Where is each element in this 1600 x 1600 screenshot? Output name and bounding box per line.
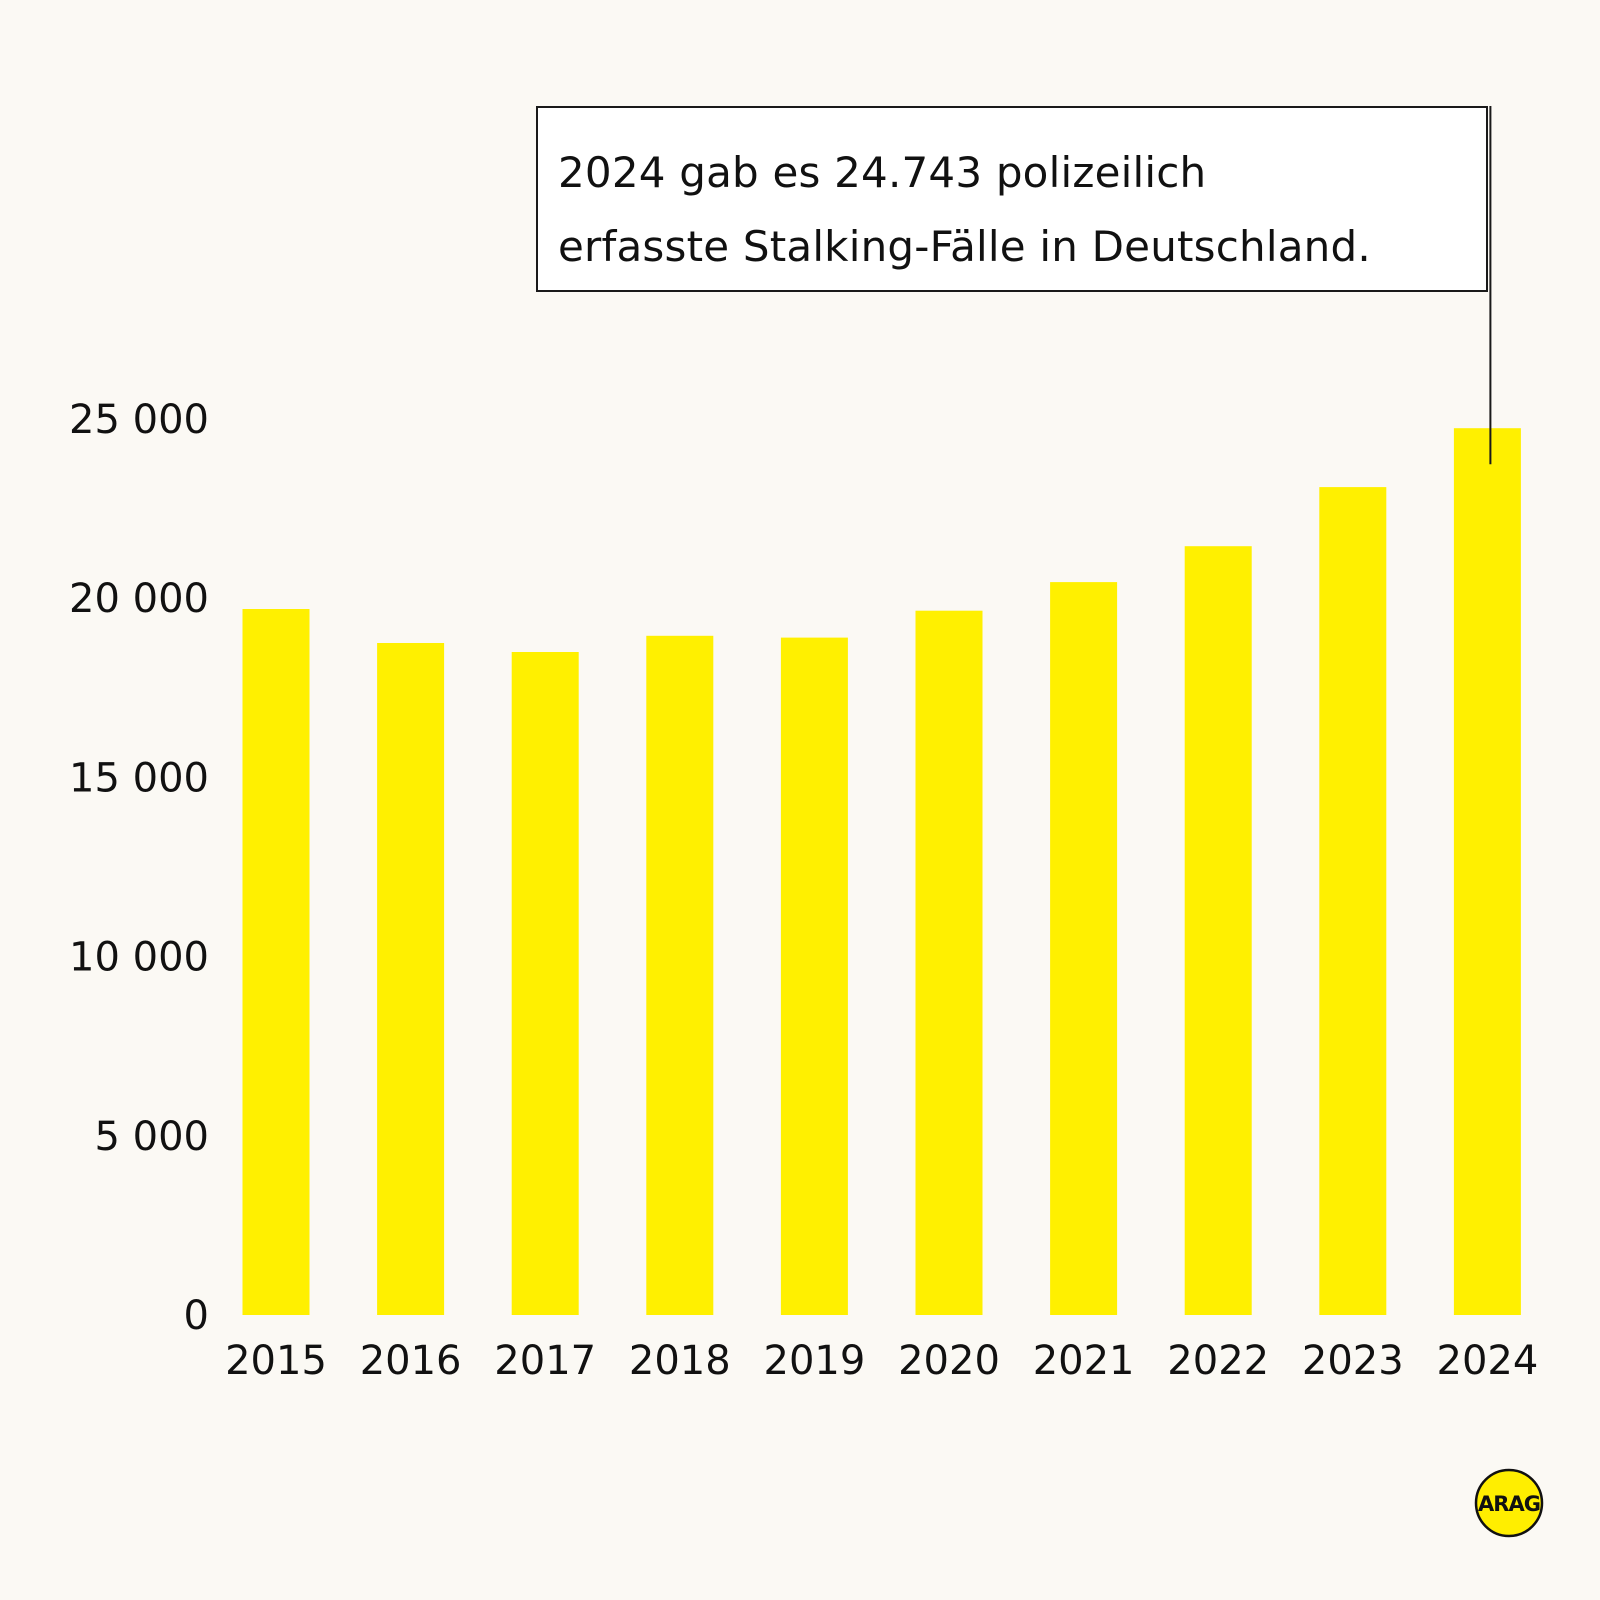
y-tick-label-15000: 15 000 [69,755,209,801]
y-tick-label-10000: 10 000 [69,935,209,981]
x-tick-label-2021: 2021 [1033,1338,1135,1384]
bar-2022 [1184,546,1252,1315]
bar-2019 [780,637,848,1315]
x-tick-label-2016: 2016 [360,1338,462,1384]
annotation-line-1: 2024 gab es 24.743 polizeilich [558,148,1207,197]
y-axis-tick-labels: 0 5 000 10 000 15 000 20 000 25 000 [69,397,209,1339]
bar-2017 [511,652,579,1315]
bar-2016 [377,643,445,1315]
bar-2020 [915,610,983,1315]
logo-circle [1474,1468,1544,1538]
x-tick-label-2024: 2024 [1437,1338,1539,1384]
bars-group [242,428,1521,1316]
x-tick-label-2018: 2018 [629,1338,731,1384]
y-tick-label-25000: 25 000 [69,397,209,443]
bar-2023 [1319,487,1387,1316]
y-tick-label-20000: 20 000 [69,576,209,622]
bar-2018 [646,635,714,1315]
x-tick-label-2017: 2017 [494,1338,596,1384]
arag-logo: ARAG [1474,1468,1544,1538]
bar-2015 [242,609,310,1315]
x-tick-label-2020: 2020 [898,1338,1000,1384]
x-axis-tick-labels: 2015 2016 2017 2018 2019 2020 2021 2022 2023 2024 [225,1338,1538,1384]
x-tick-label-2022: 2022 [1167,1338,1269,1384]
y-tick-label-0: 0 [184,1293,209,1339]
annotation-line-2: erfasste Stalking-Fälle in Deutschland. [558,222,1371,271]
y-tick-label-5000: 5 000 [94,1114,209,1160]
bar-2021 [1050,582,1118,1315]
x-tick-label-2023: 2023 [1302,1338,1404,1384]
annotation-callout: 2024 gab es 24.743 polizeilich erfasste … [536,106,1488,292]
logo-text: ARAG [1478,1492,1540,1516]
x-tick-label-2015: 2015 [225,1338,327,1384]
x-tick-label-2019: 2019 [764,1338,866,1384]
bar-2024 [1453,428,1521,1315]
